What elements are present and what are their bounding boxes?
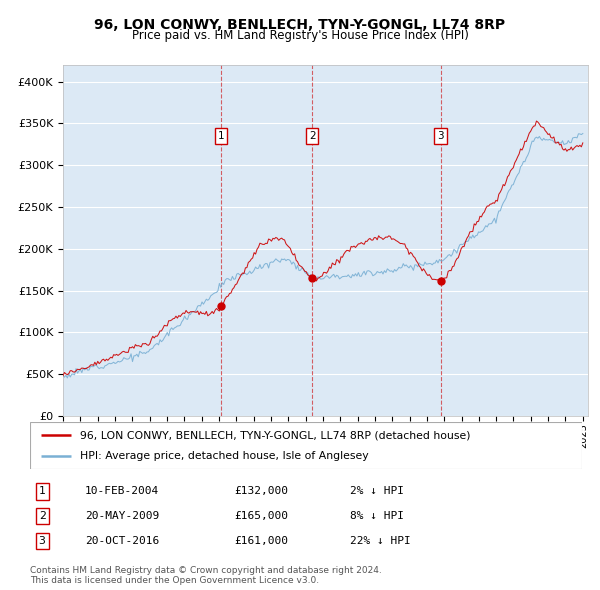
Text: 2: 2 bbox=[309, 131, 316, 141]
Text: 20-MAY-2009: 20-MAY-2009 bbox=[85, 512, 160, 521]
Text: Price paid vs. HM Land Registry's House Price Index (HPI): Price paid vs. HM Land Registry's House … bbox=[131, 29, 469, 42]
Text: 20-OCT-2016: 20-OCT-2016 bbox=[85, 536, 160, 546]
Text: 3: 3 bbox=[437, 131, 444, 141]
Text: 3: 3 bbox=[39, 536, 46, 546]
Text: £132,000: £132,000 bbox=[234, 487, 288, 496]
Text: £165,000: £165,000 bbox=[234, 512, 288, 521]
Text: 1: 1 bbox=[39, 487, 46, 496]
Text: This data is licensed under the Open Government Licence v3.0.: This data is licensed under the Open Gov… bbox=[30, 576, 319, 585]
Text: HPI: Average price, detached house, Isle of Anglesey: HPI: Average price, detached house, Isle… bbox=[80, 451, 368, 461]
Text: 22% ↓ HPI: 22% ↓ HPI bbox=[350, 536, 411, 546]
Text: 8% ↓ HPI: 8% ↓ HPI bbox=[350, 512, 404, 521]
Text: 2% ↓ HPI: 2% ↓ HPI bbox=[350, 487, 404, 496]
Text: 2: 2 bbox=[39, 512, 46, 521]
Text: 1: 1 bbox=[218, 131, 224, 141]
Text: 96, LON CONWY, BENLLECH, TYN-Y-GONGL, LL74 8RP: 96, LON CONWY, BENLLECH, TYN-Y-GONGL, LL… bbox=[94, 18, 506, 32]
Text: Contains HM Land Registry data © Crown copyright and database right 2024.: Contains HM Land Registry data © Crown c… bbox=[30, 566, 382, 575]
Text: £161,000: £161,000 bbox=[234, 536, 288, 546]
Text: 96, LON CONWY, BENLLECH, TYN-Y-GONGL, LL74 8RP (detached house): 96, LON CONWY, BENLLECH, TYN-Y-GONGL, LL… bbox=[80, 430, 470, 440]
Text: 10-FEB-2004: 10-FEB-2004 bbox=[85, 487, 160, 496]
